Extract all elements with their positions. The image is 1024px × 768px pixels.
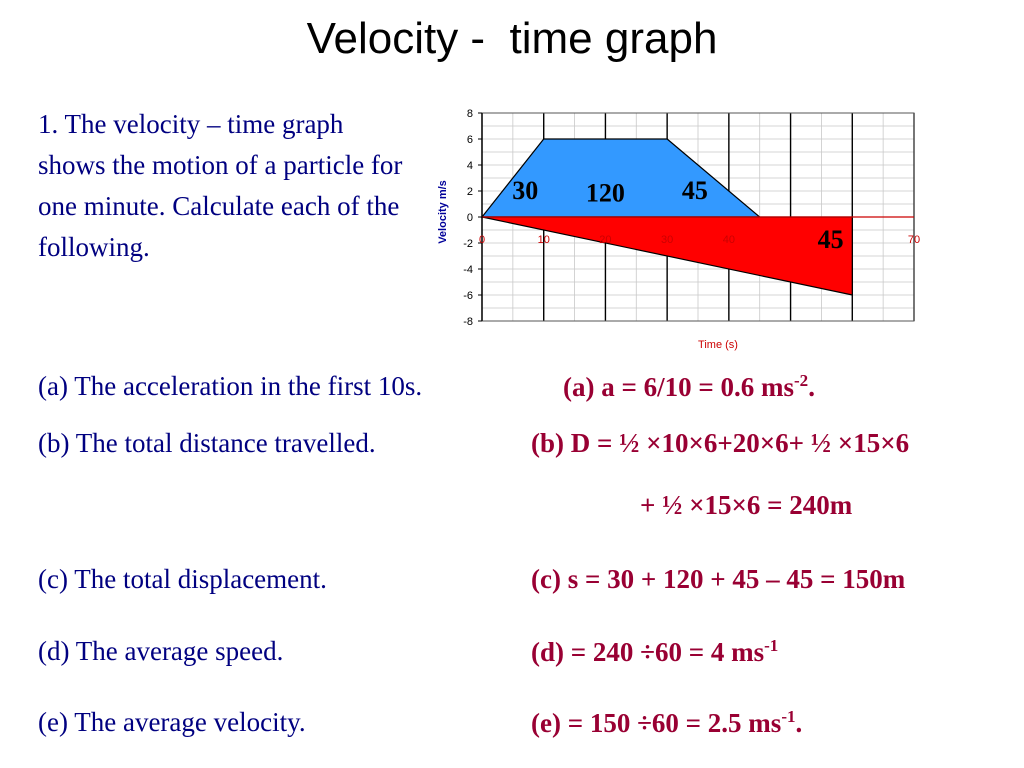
answer-b: (b) D = ½ ×10×6+20×6+ ½ ×15×6 <box>531 428 910 458</box>
x-tick-label: 10 <box>538 234 550 246</box>
answer-d-sup: -1 <box>764 636 779 655</box>
x-tick-label: 70 <box>908 234 920 246</box>
answer-d: (d) = 240 ÷60 = 4 ms-1 <box>531 636 778 668</box>
x-tick-label: 20 <box>599 234 611 246</box>
question-c: (c) The total displacement. <box>38 564 327 594</box>
y-tick-label: -6 <box>463 290 473 302</box>
answer-d-text: (d) = 240 ÷60 = 4 ms <box>531 637 765 667</box>
answer-a-sup: -2 <box>794 371 809 390</box>
question-a: (a) The acceleration in the first 10s. <box>38 371 423 401</box>
intro-text: 1. The velocity – time graph shows the m… <box>38 109 403 262</box>
area-label: 45 <box>818 225 844 254</box>
x-tick-label: 0 <box>479 234 485 246</box>
y-tick-label: -2 <box>463 238 473 250</box>
answer-e-sup: -1 <box>781 707 796 726</box>
x-tick-label: 30 <box>661 234 673 246</box>
question-e: (e) The average velocity. <box>38 707 306 737</box>
area-label: 45 <box>682 176 708 205</box>
answer-e: (e) = 150 ÷60 = 2.5 ms-1. <box>531 707 802 739</box>
answer-a-tail: . <box>808 372 815 402</box>
y-tick-label: -4 <box>463 264 473 276</box>
area-label: 30 <box>512 176 538 205</box>
x-tick-label: 40 <box>723 234 735 246</box>
slide-title: Velocity - time graph <box>306 14 718 63</box>
y-tick-label: 6 <box>467 134 473 146</box>
y-tick-label: 0 <box>467 212 473 224</box>
answer-e-tail: . <box>795 708 803 738</box>
x-axis-title: Time (s) <box>698 339 738 351</box>
question-b: (b) The total distance travelled. <box>38 428 376 458</box>
area-label: 120 <box>586 178 625 207</box>
y-tick-label: -8 <box>463 316 473 328</box>
answer-e-text: (e) = 150 ÷60 = 2.5 ms <box>531 708 782 738</box>
y-tick-label: 2 <box>467 186 473 198</box>
answer-a-text: (a) a = 6/10 = 0.6 ms <box>563 372 795 402</box>
question-d: (d) The average speed. <box>38 636 284 666</box>
answer-b-line2: + ½ ×15×6 = 240m <box>640 490 853 520</box>
answer-a: (a) a = 6/10 = 0.6 ms-2. <box>563 371 815 403</box>
y-axis-title: Velocity m/s <box>437 180 449 244</box>
y-tick-label: 8 <box>467 108 473 120</box>
answer-c: (c) s = 30 + 120 + 45 – 45 = 150m <box>531 564 906 594</box>
y-tick-label: 4 <box>467 160 473 172</box>
